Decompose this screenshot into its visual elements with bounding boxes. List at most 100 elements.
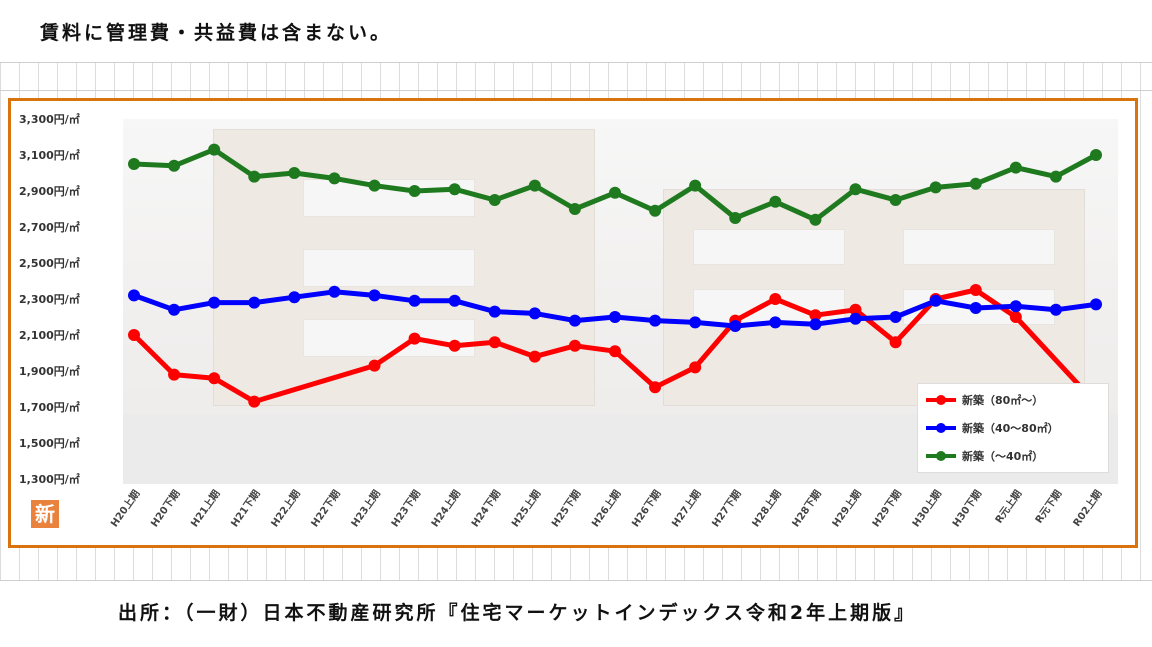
x-tick-label: H21下期 (228, 487, 263, 529)
x-tick-label: H26下期 (629, 487, 664, 529)
data-point (769, 316, 782, 329)
y-tick-label: 3,100円/㎡ (19, 148, 80, 162)
data-point (128, 289, 140, 302)
data-point (288, 167, 301, 179)
x-tick-label: H23上期 (348, 487, 383, 529)
x-tick-label: H20上期 (108, 487, 143, 529)
data-point (689, 316, 702, 329)
data-point (609, 311, 621, 323)
y-tick-label: 2,700円/㎡ (19, 220, 80, 234)
data-point (568, 339, 581, 352)
data-point (168, 303, 181, 316)
legend-item-40-80: 新築（40～80㎡） (926, 418, 1059, 438)
data-point (809, 213, 822, 226)
data-point (969, 177, 982, 190)
legend-swatch-blue (926, 423, 956, 433)
data-point (128, 158, 140, 170)
data-point (288, 291, 301, 304)
data-point (649, 204, 662, 217)
legend-swatch-red (926, 395, 956, 405)
x-tick-label: R元下期 (1032, 487, 1064, 525)
data-point (649, 314, 662, 327)
data-point (248, 296, 261, 309)
data-point (969, 284, 982, 296)
x-tick-label: H26上期 (589, 487, 624, 529)
data-point (649, 381, 662, 394)
y-tick-label: 2,300円/㎡ (19, 292, 80, 306)
x-tick-label: H28下期 (789, 487, 824, 529)
x-tick-label: H25下期 (548, 487, 583, 529)
data-point (809, 309, 822, 322)
y-tick-label: 1,500円/㎡ (19, 436, 80, 450)
x-tick-label: H25上期 (508, 487, 543, 529)
y-tick-label: 1,900円/㎡ (19, 364, 80, 378)
data-point (528, 307, 541, 320)
y-tick-label: 2,900円/㎡ (19, 184, 80, 198)
x-axis: H20上期 H20下期 H21上期 H21下期 H22上期 H22下期 H23上期 H23下期… (108, 487, 1105, 529)
x-tick-label: H27下期 (709, 487, 744, 529)
y-tick-label: 2,100円/㎡ (19, 328, 80, 342)
legend-label: 新築（～40㎡） (962, 450, 1044, 463)
y-tick-label: 1,700円/㎡ (19, 400, 80, 414)
balcony-shape (693, 229, 845, 265)
data-point (1049, 170, 1062, 183)
legend-item-under40: 新築（～40㎡） (926, 446, 1043, 466)
data-point (809, 318, 822, 331)
y-tick-label: 1,300円/㎡ (19, 472, 80, 486)
data-point (368, 289, 381, 302)
series-line-2 (133, 147, 1098, 223)
data-point (1049, 303, 1062, 316)
data-point (328, 172, 341, 185)
data-point (1090, 149, 1102, 161)
legend-item-80: 新築（80㎡～） (926, 390, 1043, 410)
data-point (488, 194, 501, 206)
x-tick-label: H24下期 (468, 487, 503, 529)
data-point (849, 312, 862, 325)
line-chart: 3,300円/㎡ 3,100円/㎡ 2,900円/㎡ 2,700円/㎡ 2,500円/㎡… (19, 112, 1105, 529)
y-tick-label: 3,300円/㎡ (19, 112, 80, 126)
x-tick-label: H29上期 (829, 487, 864, 529)
data-point (248, 170, 261, 183)
divider-top (0, 62, 1152, 63)
data-point (1009, 300, 1022, 313)
rent-note: 賃料に管理費・共益費は含まない。 (40, 22, 393, 44)
data-point (408, 332, 421, 345)
x-tick-label: H20下期 (148, 487, 183, 529)
data-point (689, 179, 702, 192)
x-tick-label: H24上期 (428, 487, 463, 529)
balcony-shape (303, 249, 475, 287)
data-point (208, 143, 221, 156)
data-point (729, 320, 742, 332)
data-point (769, 293, 782, 305)
data-point (368, 359, 381, 372)
data-point (128, 329, 140, 341)
source-citation: 出所：（一財）日本不動産研究所『住宅マーケットインデックス令和2年上期版』 (118, 602, 917, 624)
balcony-shape (903, 229, 1055, 265)
bottom-band (0, 580, 1152, 647)
data-point (849, 183, 862, 196)
background-photo (123, 119, 1118, 484)
brand-logo: 新 (31, 500, 59, 528)
series-line-0 (132, 287, 1098, 406)
data-point (448, 183, 461, 196)
data-point (408, 185, 421, 197)
data-point (769, 195, 782, 208)
data-point (1009, 161, 1022, 174)
legend-label: 新築（80㎡～） (962, 394, 1044, 407)
x-tick-label: H29下期 (869, 487, 904, 529)
data-point (568, 314, 581, 327)
data-point (528, 350, 541, 363)
x-tick-label: H30上期 (909, 487, 944, 529)
x-tick-label: H28上期 (749, 487, 784, 529)
divider-mid (0, 90, 1152, 91)
balcony-shape (303, 319, 475, 357)
data-point (889, 194, 902, 206)
x-tick-label: H23下期 (388, 487, 423, 529)
x-tick-label: H30下期 (949, 487, 984, 529)
data-point (969, 302, 982, 314)
legend-swatch-green (926, 451, 956, 461)
data-point (889, 311, 902, 323)
data-point (448, 339, 461, 352)
chart-frame: 3,300円/㎡ 3,100円/㎡ 2,900円/㎡ 2,700円/㎡ 2,500円/㎡… (8, 98, 1138, 548)
data-point (328, 285, 341, 298)
